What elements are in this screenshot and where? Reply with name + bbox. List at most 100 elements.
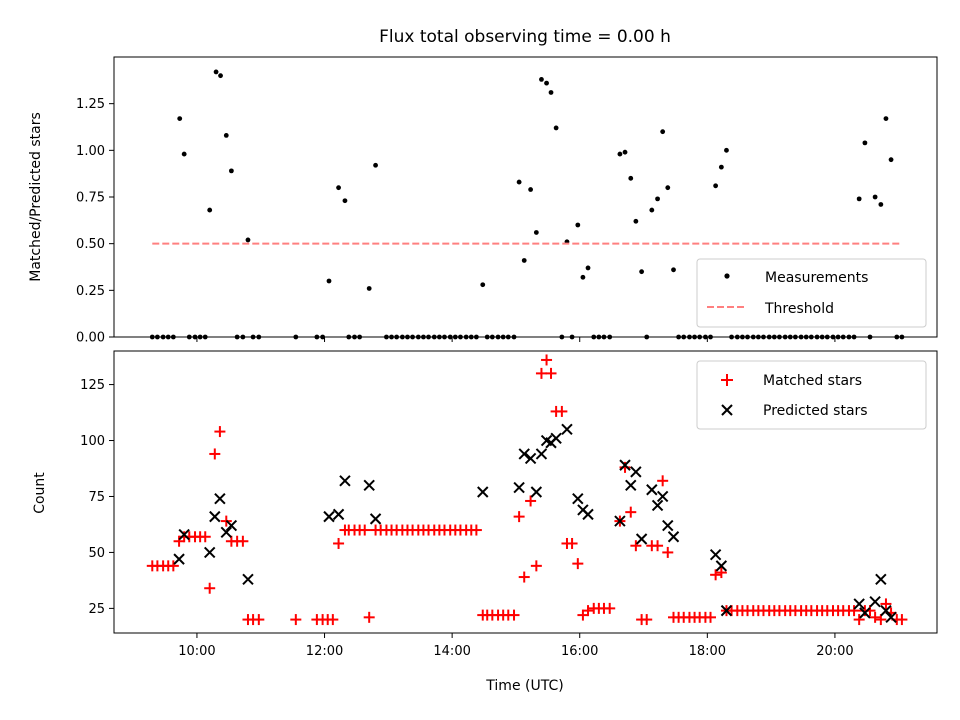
measurement-point <box>207 207 213 213</box>
predicted-point-b <box>561 423 573 436</box>
predicted-point <box>853 598 865 610</box>
predicted-point <box>859 607 871 619</box>
top-legend: Measurements Threshold <box>696 258 927 328</box>
predicted-point-b <box>646 484 658 496</box>
measurement-point <box>366 286 372 291</box>
matched-point <box>290 614 302 626</box>
legend-threshold-label: Threshold <box>764 301 834 317</box>
predicted-point-b <box>662 519 674 532</box>
predicted-point-b <box>651 499 664 512</box>
predicted-point <box>535 448 548 460</box>
measurement-point <box>326 278 332 284</box>
bottom-axes-frame <box>113 350 938 634</box>
predicted-point <box>203 546 216 559</box>
matched-point <box>572 558 584 570</box>
predicted-point <box>225 519 238 532</box>
predicted-point <box>561 423 573 436</box>
measurement-point <box>213 69 219 75</box>
top-ytick-label: 1.25 <box>76 97 105 112</box>
measurement-point <box>585 265 591 271</box>
predicted-point-b <box>614 515 626 527</box>
predicted-point-b <box>630 466 642 478</box>
predicted-point-b <box>513 481 525 494</box>
matched-point <box>253 614 265 626</box>
predicted-point-b <box>323 510 335 523</box>
measurement-point <box>521 258 527 263</box>
predicted-point <box>630 466 642 478</box>
matched-point <box>705 611 717 623</box>
legend-measurements-marker <box>724 273 730 279</box>
predicted-point <box>646 484 658 496</box>
predicted-point <box>880 604 892 617</box>
bottom-xtick-label: 16:00 <box>561 644 598 659</box>
measurement-point <box>580 274 586 280</box>
bottom-xtick-label: 20:00 <box>816 644 853 659</box>
matched-point <box>853 614 865 626</box>
bottom-xtick-label: 18:00 <box>689 644 726 659</box>
plot-layer: 0.00 0.25 0.50 0.75 1.00 1.25 25 50 75 100 125 10:0… <box>76 56 938 659</box>
matched-point <box>566 537 578 549</box>
bottom-ytick-label: 100 <box>80 434 105 449</box>
predicted-point <box>572 493 584 505</box>
predicted-point-b <box>524 452 537 465</box>
matched-point <box>630 540 642 552</box>
measurement-point <box>724 147 729 153</box>
legend-matched-label: Matched stars <box>763 373 862 389</box>
predicted-point <box>625 479 637 491</box>
predicted-point-b <box>518 448 530 460</box>
predicted-point-b <box>635 533 648 545</box>
predicted-point <box>173 553 185 565</box>
measurement-point <box>575 222 581 228</box>
measurement-point <box>528 187 534 192</box>
predicted-point-b <box>550 432 562 444</box>
predicted-point-b <box>540 434 553 447</box>
measurement-point <box>480 282 486 288</box>
measurement-point <box>342 198 348 204</box>
predicted-point-b <box>220 526 232 538</box>
measurement-point <box>533 230 539 235</box>
matched-point <box>359 524 371 536</box>
predicted-point-b <box>242 573 254 585</box>
predicted-point <box>339 475 351 487</box>
bottom-ytick-label: 75 <box>88 490 105 505</box>
measurement-point <box>617 151 623 157</box>
matched-point <box>530 560 542 572</box>
chart-title: Flux total observing time = 0.00 h <box>379 27 671 47</box>
matched-point <box>508 609 520 621</box>
predicted-point <box>656 490 669 503</box>
matched-point <box>848 605 860 617</box>
predicted-point <box>477 486 489 498</box>
predicted-point-b <box>530 486 543 498</box>
top-ytick-label: 0.00 <box>76 331 105 346</box>
predicted-point <box>323 510 335 523</box>
bottom-ytick-label: 25 <box>88 602 105 617</box>
predicted-point <box>720 604 733 617</box>
matched-point <box>214 426 226 438</box>
matched-point <box>869 611 881 623</box>
matched-point <box>662 546 674 558</box>
top-ytick-label: 1.00 <box>76 144 105 159</box>
measurement-point <box>718 164 724 170</box>
predicted-point-b <box>853 598 865 610</box>
measurement-point <box>655 196 660 202</box>
matched-point <box>204 582 216 594</box>
measurement-point <box>553 125 559 131</box>
measurement-point <box>622 149 628 155</box>
measurement-point <box>862 140 868 146</box>
matched-point <box>209 448 221 460</box>
predicted-point-b <box>173 553 185 565</box>
predicted-point <box>178 528 190 541</box>
predicted-point <box>709 548 722 561</box>
measurement-point <box>245 237 251 243</box>
matched-point <box>541 354 553 366</box>
predicted-point-b <box>572 493 584 505</box>
predicted-point <box>885 611 897 624</box>
bottom-xtick-label: 14:00 <box>433 644 470 659</box>
legend-measurements-label: Measurements <box>765 270 868 286</box>
predicted-point-b <box>209 510 221 523</box>
measurement-point <box>218 73 223 79</box>
matched-point <box>167 560 179 572</box>
matched-point <box>619 461 631 473</box>
predicted-point-b <box>203 546 216 559</box>
